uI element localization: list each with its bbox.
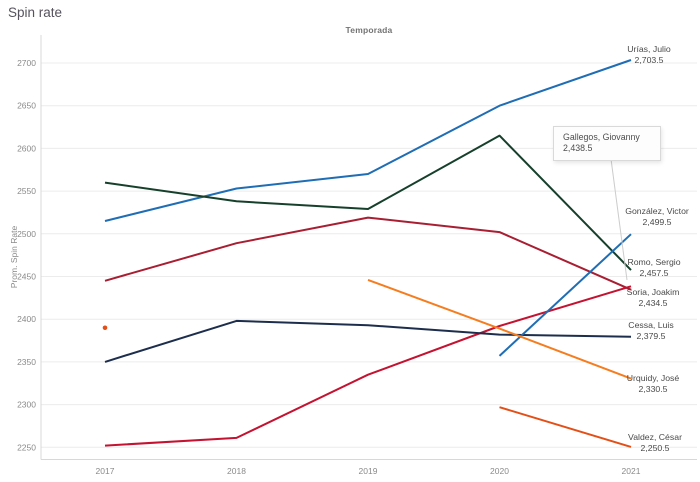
series-line-valdez[interactable] bbox=[499, 406, 632, 448]
y-tick-label: 2700 bbox=[17, 58, 36, 68]
series-line-romo[interactable] bbox=[104, 134, 632, 271]
y-tick-label: 2350 bbox=[17, 357, 36, 367]
y-tick-label: 2550 bbox=[17, 186, 36, 196]
y-tick-label: 2300 bbox=[17, 400, 36, 410]
x-tick-label: 2020 bbox=[490, 466, 509, 476]
series-line-urias[interactable] bbox=[104, 59, 632, 222]
x-tick-label: 2019 bbox=[359, 466, 378, 476]
y-tick-label: 2600 bbox=[17, 143, 36, 153]
gallegos-tooltip: Gallegos, Giovanny 2,438.5 bbox=[553, 126, 661, 161]
y-tick-label: 2650 bbox=[17, 101, 36, 111]
series-line-gallegos[interactable] bbox=[104, 285, 632, 447]
y-tick-label: 2400 bbox=[17, 314, 36, 324]
series-point-valdez[interactable] bbox=[102, 325, 108, 331]
tooltip-leader-line bbox=[610, 158, 628, 281]
tooltip-value: 2,438.5 bbox=[563, 143, 593, 153]
page-title: Spin rate bbox=[8, 5, 63, 20]
series-line-urquidy[interactable] bbox=[367, 278, 632, 380]
x-tick-label: 2018 bbox=[227, 466, 246, 476]
y-tick-label: 2450 bbox=[17, 272, 36, 282]
series-line-gonzalez[interactable] bbox=[498, 233, 632, 357]
x-tick-label: 2021 bbox=[622, 466, 641, 476]
y-tick-label: 2250 bbox=[17, 442, 36, 452]
tooltip-player-name: Gallegos, Giovanny bbox=[563, 132, 640, 142]
y-tick-label: 2500 bbox=[17, 229, 36, 239]
x-tick-label: 2017 bbox=[96, 466, 115, 476]
column-header-temporada: Temporada bbox=[345, 25, 393, 35]
series-line-soria[interactable] bbox=[104, 216, 632, 291]
series-line-cessa[interactable] bbox=[104, 319, 632, 363]
